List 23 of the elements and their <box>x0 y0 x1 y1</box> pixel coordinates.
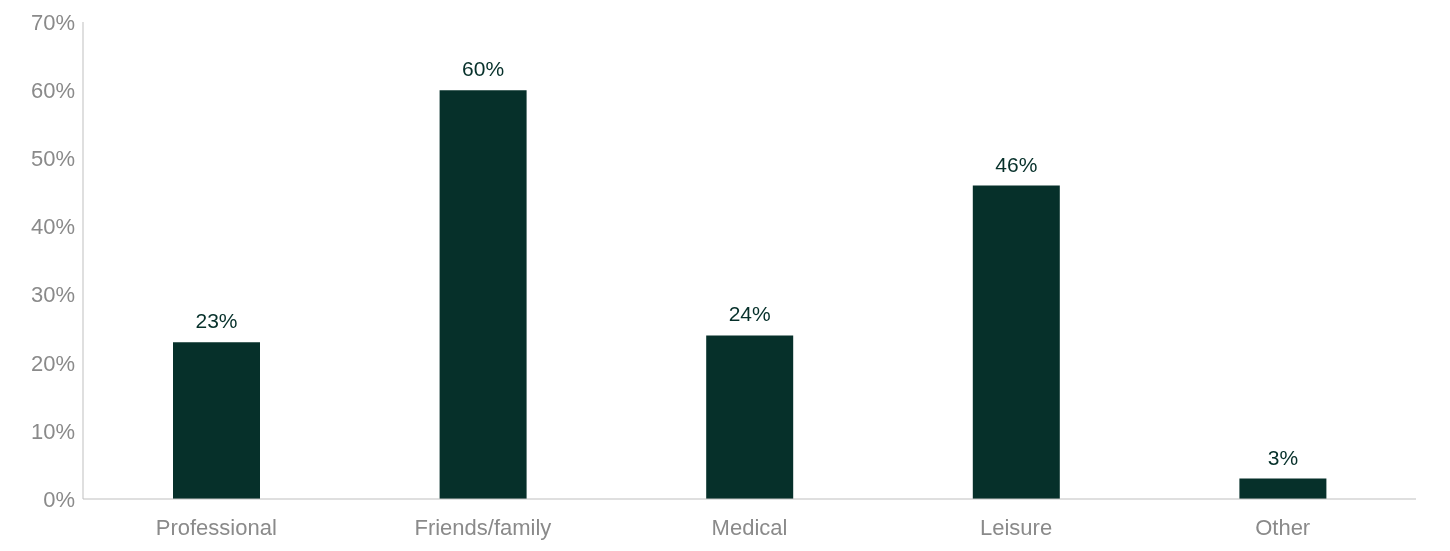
bar <box>439 90 527 499</box>
data-label: 24% <box>728 302 771 326</box>
x-tick-label: Friends/family <box>414 514 552 540</box>
bar <box>972 185 1060 499</box>
x-tick-label: Leisure <box>980 514 1053 540</box>
y-tick-label: 60% <box>30 77 75 103</box>
y-tick-label: 70% <box>30 9 75 35</box>
bar <box>1239 478 1327 499</box>
bar <box>706 335 794 499</box>
data-label: 3% <box>1267 445 1299 469</box>
y-tick-label: 0% <box>43 486 75 512</box>
x-tick-label: Professional <box>155 514 277 540</box>
y-tick-label: 40% <box>30 214 75 240</box>
y-tick-label: 10% <box>30 418 75 444</box>
data-label: 60% <box>462 57 505 81</box>
data-label: 46% <box>995 152 1038 176</box>
y-tick-label: 20% <box>30 350 75 376</box>
x-tick-label: Medical <box>711 514 788 540</box>
y-tick-label: 50% <box>30 146 75 172</box>
data-label: 23% <box>195 309 238 333</box>
y-tick-label: 30% <box>30 282 75 308</box>
bar <box>173 342 260 499</box>
x-tick-label: Other <box>1255 514 1311 540</box>
